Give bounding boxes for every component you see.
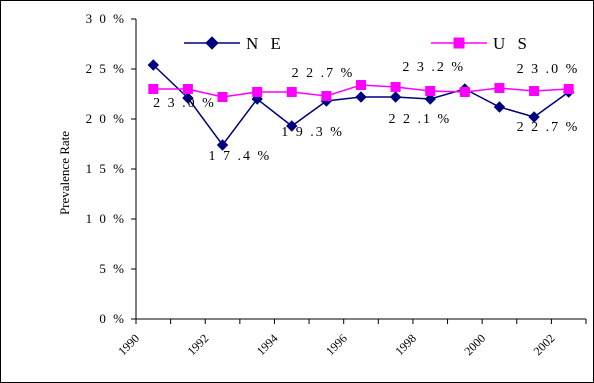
y-axis-label: Prevalence Rate xyxy=(57,131,72,215)
x-tick-label: 1992 xyxy=(184,331,211,358)
data-label: 2 3 .0 % xyxy=(517,62,580,77)
data-point-diamond xyxy=(493,101,506,113)
data-point-diamond xyxy=(355,91,367,103)
y-tick-label: 5 % xyxy=(99,261,126,276)
legend-item-us: U S xyxy=(431,34,531,53)
data-point-square xyxy=(459,87,470,97)
y-tick-label: 2 0 % xyxy=(86,111,126,126)
data-point-diamond xyxy=(528,111,540,123)
y-tick-label: 1 5 % xyxy=(86,161,126,176)
data-point-diamond xyxy=(424,93,436,105)
data-label: 2 2 .7 % xyxy=(292,66,355,81)
data-point-square xyxy=(148,84,159,94)
data-label: 2 3 .0 % xyxy=(153,96,216,111)
data-point-diamond xyxy=(216,139,229,151)
data-label: 2 3 .2 % xyxy=(402,60,465,75)
data-label: 2 2 .7 % xyxy=(517,120,580,135)
data-point-square xyxy=(321,91,332,101)
legend-label: U S xyxy=(493,34,531,53)
data-point-square xyxy=(563,84,574,94)
series-lines xyxy=(147,59,575,151)
y-tick-label: 1 0 % xyxy=(86,211,126,226)
data-point-square xyxy=(529,86,540,96)
data-label: 2 2 .1 % xyxy=(389,112,452,127)
data-point-square xyxy=(217,92,228,102)
y-tick-label: 0 % xyxy=(99,311,126,326)
data-label: 1 7 .4 % xyxy=(209,149,272,164)
legend-item-ne: N E xyxy=(184,34,285,53)
y-tick-label: 3 0 % xyxy=(86,11,126,26)
data-labels: 2 3 .0 % 1 7 .4 % 1 9 .3 % 2 2 .7 % 2 3 .2 %… xyxy=(153,60,580,164)
data-point-square xyxy=(390,82,401,92)
data-point-square xyxy=(252,87,263,97)
x-tick-label: 2002 xyxy=(531,331,558,358)
x-tick-label: 1998 xyxy=(392,331,419,358)
data-point-square xyxy=(286,87,297,97)
data-point-square xyxy=(182,84,193,94)
data-point-square xyxy=(356,80,366,90)
x-tick-label: 1990 xyxy=(115,331,142,358)
x-tick-labels: 1990 1992 1994 1996 1998 2000 2002 xyxy=(115,319,587,358)
x-tick-label: 2000 xyxy=(461,331,488,358)
data-point-square xyxy=(494,83,505,93)
legend-marker-diamond xyxy=(205,36,219,50)
data-label: 1 9 .3 % xyxy=(281,125,344,140)
data-point-diamond xyxy=(147,59,160,71)
data-point-diamond xyxy=(389,91,402,103)
x-tick-label: 1994 xyxy=(254,331,281,358)
y-tick-labels: 0 % 5 % 1 0 % 1 5 % 2 0 % 2 5 % 3 0 % xyxy=(86,11,136,326)
legend-marker-square xyxy=(453,37,465,49)
legend-label: N E xyxy=(246,34,285,53)
data-point-square xyxy=(425,86,436,96)
data-point-diamond xyxy=(182,92,194,104)
series-us xyxy=(148,80,574,102)
x-tick-label: 1996 xyxy=(323,331,350,358)
y-tick-label: 2 5 % xyxy=(86,61,126,76)
data-point-diamond xyxy=(286,120,298,132)
